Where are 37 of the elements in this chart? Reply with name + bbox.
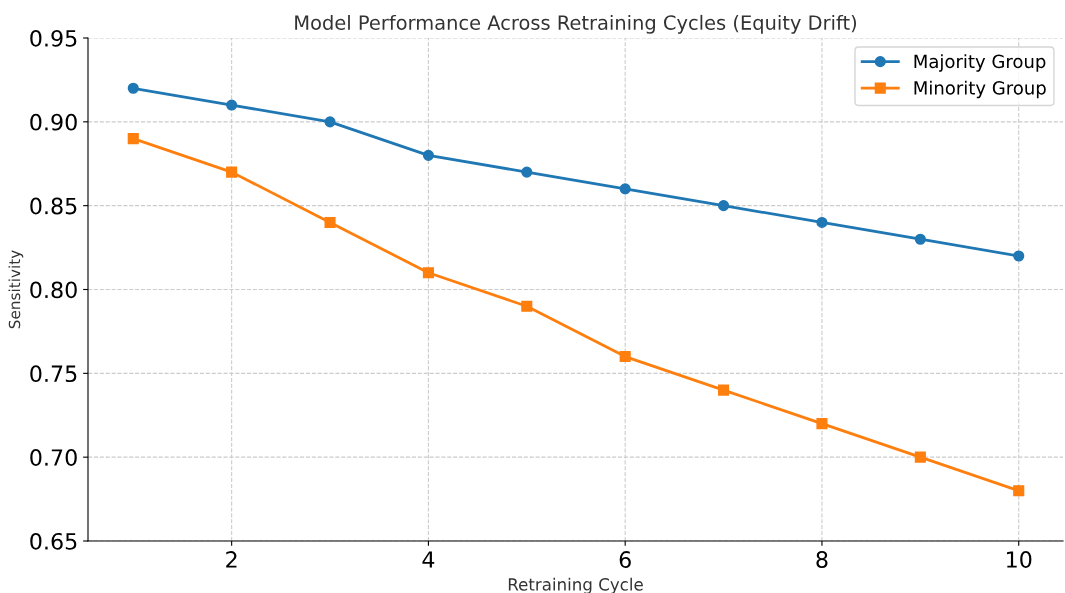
point <box>914 233 926 245</box>
point <box>619 183 631 195</box>
point <box>1013 485 1025 497</box>
point <box>422 267 434 279</box>
point <box>1013 250 1025 262</box>
x-tick-label: 10 <box>1007 551 1032 568</box>
y-tick-label: 0.95 <box>30 29 77 47</box>
y-axis-title: Sensitivity <box>8 250 24 329</box>
y-tick-label: 0.90 <box>30 113 77 131</box>
legend-label: Majority Group <box>914 54 1046 72</box>
y-tick-label: 0.75 <box>30 365 77 383</box>
point <box>718 384 730 396</box>
point <box>718 200 730 212</box>
x-tick-label: 2 <box>226 551 237 568</box>
legend-label: Minority Group <box>914 80 1046 99</box>
x-tick-label: 6 <box>619 551 631 568</box>
y-tick-label: 0.70 <box>30 449 77 466</box>
point <box>619 351 631 363</box>
point <box>324 116 336 128</box>
chart-title: Model Performance Across Retraining Cycles (Equity Drift) <box>295 14 857 34</box>
x-axis-title: Retraining Cycle <box>508 577 643 593</box>
point <box>226 99 238 111</box>
point <box>521 300 533 312</box>
point <box>226 166 238 178</box>
point <box>816 216 828 228</box>
y-tick-label: 0.80 <box>30 281 77 299</box>
x-tick-label: 4 <box>422 551 435 568</box>
y-tick-label: 0.65 <box>30 532 77 550</box>
point <box>914 451 926 463</box>
point <box>816 418 828 430</box>
point <box>324 216 336 228</box>
x-tick-label: 8 <box>816 551 828 568</box>
point <box>422 149 434 161</box>
point <box>521 166 533 178</box>
point <box>127 133 139 145</box>
y-tick-label: 0.85 <box>30 197 77 215</box>
point <box>127 82 139 94</box>
